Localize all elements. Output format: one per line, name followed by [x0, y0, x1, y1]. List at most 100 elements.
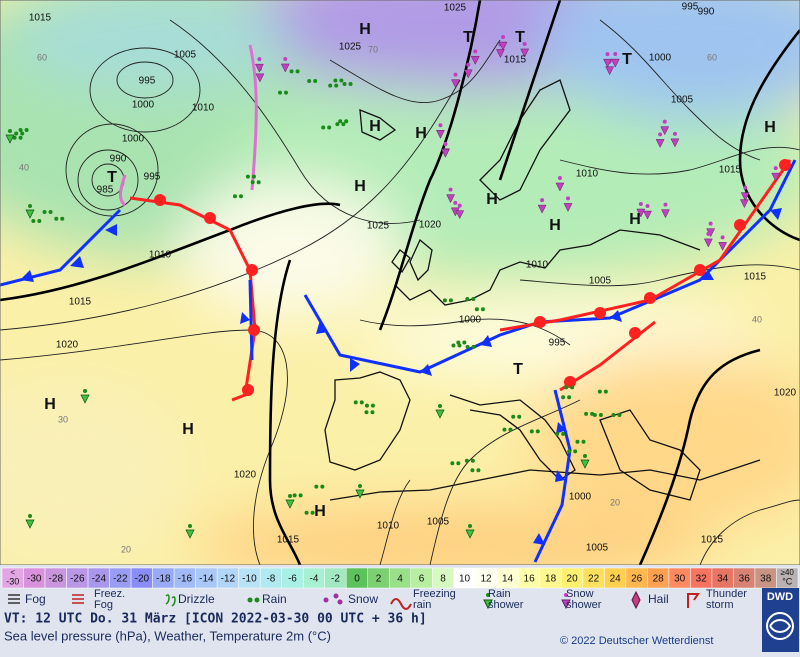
isobar-label: 1015 — [744, 272, 767, 283]
isobar-label: 1005 — [589, 276, 612, 287]
rain-dot — [48, 209, 53, 214]
dwd-logo: DWD — [762, 588, 799, 652]
rain-shower-dot — [358, 484, 362, 488]
rain-dot — [12, 135, 17, 140]
isobar-label: 1015 — [504, 55, 527, 66]
temperature-scale: <-30 -30 -28 -26 -24 -22 -20 -18 -16 -14 -12 -10 -8-… — [1, 567, 799, 589]
scale-label: -26 — [70, 574, 85, 585]
scale-label-top: < — [10, 568, 15, 577]
snow-shower — [463, 69, 473, 79]
rain-dot — [289, 69, 294, 74]
legend-label: Drizzle — [178, 592, 215, 606]
rain-dot — [471, 297, 476, 302]
pressure-center: T — [463, 29, 473, 46]
pressure-center: H — [486, 191, 498, 208]
pressure-center: T — [513, 361, 523, 378]
scale-label: -4 — [309, 574, 318, 585]
isobar-label: 1025 — [367, 221, 390, 232]
rain-shower-icon — [483, 599, 493, 610]
scale-label: 24 — [610, 574, 622, 585]
isobar-label: 1010 — [192, 103, 215, 114]
weather-symbols — [5, 35, 781, 539]
scale-label: 12 — [480, 574, 492, 585]
isobar-label: 1005 — [586, 543, 609, 554]
snow-shower — [740, 192, 750, 202]
rain-dot — [250, 180, 255, 185]
rain-dot — [529, 429, 534, 434]
snow-shower — [703, 238, 713, 248]
rain-dot — [590, 411, 595, 416]
chart-description: Sea level pressure (hPa), Weather, Tempe… — [4, 628, 331, 643]
rain-dot — [517, 414, 522, 419]
snow-star — [453, 72, 458, 77]
scale-label-bottom: °C — [782, 576, 793, 586]
snow-star — [613, 52, 618, 57]
isobar-label: 1020 — [774, 388, 797, 399]
isobar-label: 1000 — [569, 492, 592, 503]
scale-label: 18 — [545, 574, 557, 585]
rain-dot — [474, 307, 479, 312]
rain-dot — [348, 82, 353, 87]
isobar-label: 1005 — [671, 95, 694, 106]
rain-dot — [313, 78, 318, 83]
rain-dot — [464, 458, 469, 463]
rain-dot — [511, 414, 516, 419]
rain-shower — [355, 489, 365, 499]
snow-star — [438, 123, 443, 128]
rain-shower-dot — [83, 389, 87, 393]
snow-shower — [436, 130, 445, 139]
snow-star — [540, 198, 545, 203]
snow-shower-icon — [564, 593, 568, 597]
rain-dot — [31, 218, 36, 223]
snow-star — [557, 175, 562, 180]
isobar-label: 1020 — [56, 340, 79, 351]
rain-dot — [54, 216, 59, 221]
rain-dot — [353, 400, 358, 405]
rain-dot — [555, 431, 560, 436]
rain-shower — [5, 134, 15, 144]
rain-dot — [584, 411, 589, 416]
rain-dot — [341, 122, 346, 127]
snow-star — [658, 132, 663, 137]
isobar-label: 990 — [110, 154, 127, 165]
scale-label: 8 — [440, 574, 446, 585]
rain-dot — [339, 78, 344, 83]
rain-dot — [344, 119, 349, 124]
rain-dot — [471, 344, 476, 349]
rain-dot — [310, 510, 315, 515]
valid-time: VT: 12 UTC Do. 31 März [ICON 2022-03-30 … — [4, 612, 427, 627]
snow-star — [672, 131, 677, 136]
pressure-center: T — [107, 169, 117, 186]
hail-icon — [631, 590, 641, 610]
rain-dot — [284, 90, 289, 95]
rain-dot — [502, 427, 507, 432]
rain-dot — [256, 180, 261, 185]
isobar-label: 1020 — [234, 470, 257, 481]
freezing-rain-icon — [390, 598, 412, 610]
pressure-center: H — [44, 396, 56, 413]
isobar-label: 1015 — [29, 13, 52, 24]
pressure-center: H — [369, 118, 381, 135]
temperature-label: 20 — [610, 497, 620, 507]
snow-star — [501, 35, 506, 40]
rain-shower — [465, 529, 475, 539]
snow-star — [662, 119, 667, 124]
thunderstorm-icon — [687, 593, 700, 608]
rain-dot — [508, 427, 513, 432]
snow-star — [522, 41, 527, 46]
isobar-label: 1000 — [459, 315, 482, 326]
rain-shower-dot — [8, 129, 12, 133]
rain-dot — [314, 484, 319, 489]
rain-dot — [581, 439, 586, 444]
pressure-center: T — [515, 29, 525, 46]
snow-shower — [771, 172, 781, 182]
rain-icon — [247, 597, 253, 603]
rain-dot — [462, 340, 467, 345]
rain-dot — [535, 429, 540, 434]
rain-shower — [80, 394, 90, 404]
snow-star — [708, 221, 713, 226]
logo-text: DWD — [767, 591, 793, 603]
snow-shower — [605, 66, 615, 76]
pressure-center: H — [314, 503, 326, 520]
